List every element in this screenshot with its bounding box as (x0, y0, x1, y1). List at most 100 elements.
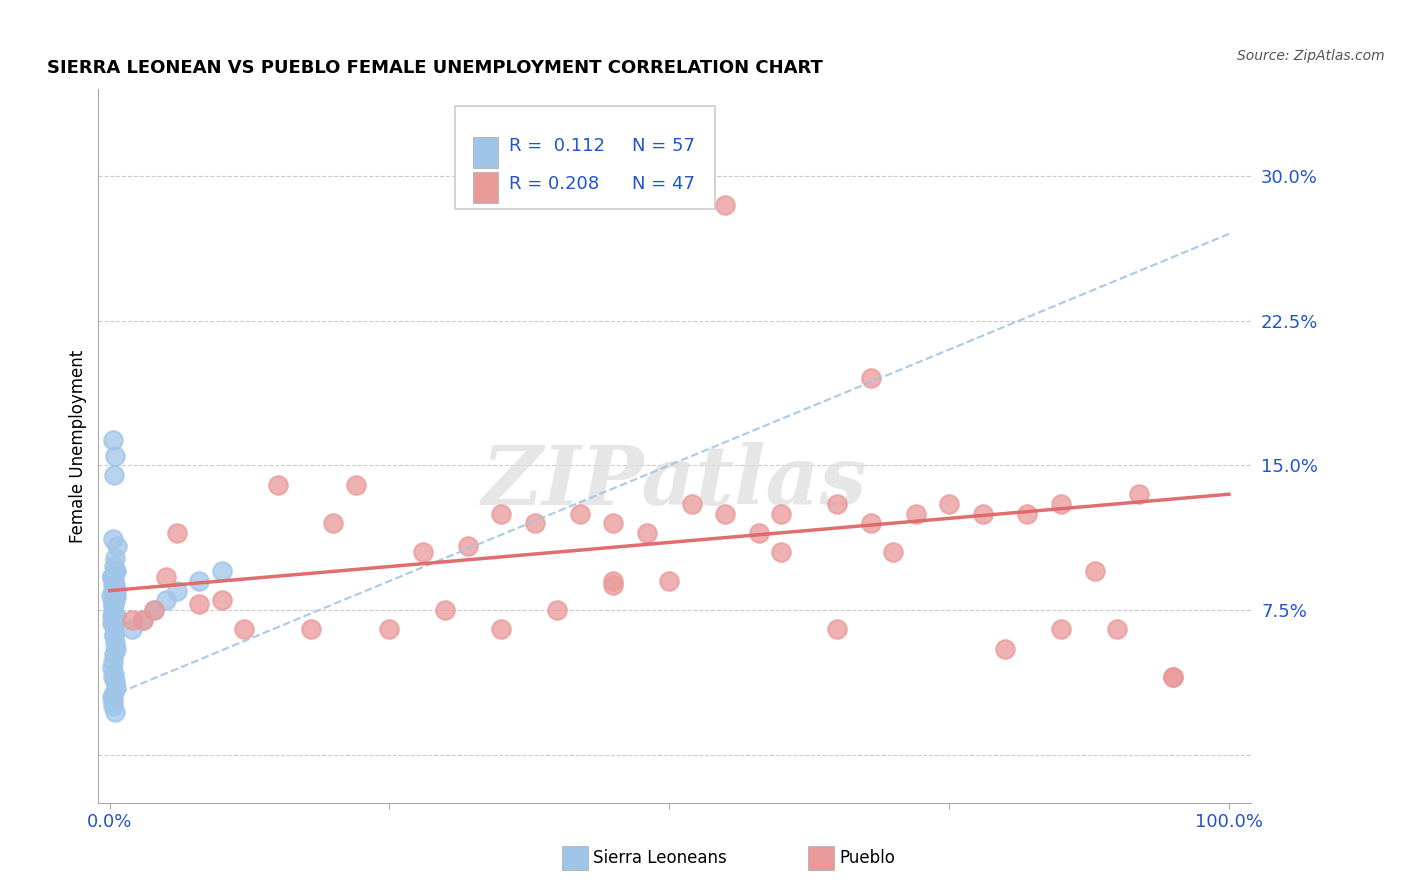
Point (101, 570, 124, 584)
Point (770, 545, 793, 559)
Point (491, 507, 513, 521)
Point (658, 574, 681, 588)
Point (103, 590, 125, 604)
Point (105, 641, 128, 656)
Point (859, 516, 882, 530)
Point (103, 628, 125, 642)
Point (103, 628, 125, 642)
Point (681, 497, 703, 511)
Point (714, 198, 737, 212)
Point (121, 622, 143, 636)
Point (1017, 507, 1039, 521)
Point (859, 371, 882, 385)
Point (101, 578, 124, 592)
Point (105, 608, 128, 623)
Point (523, 516, 546, 530)
Point (100, 590, 122, 604)
Point (101, 583, 124, 598)
Point (101, 693, 124, 707)
Point (101, 699, 124, 714)
Text: Sierra Leoneans: Sierra Leoneans (593, 848, 727, 867)
Point (104, 550, 127, 565)
Point (636, 525, 658, 540)
Point (882, 545, 904, 559)
Point (105, 583, 128, 598)
Point (101, 603, 124, 617)
Text: R =  0.112: R = 0.112 (509, 137, 606, 155)
Point (602, 516, 624, 530)
Point (104, 636, 127, 650)
Point (904, 507, 927, 521)
Point (103, 597, 125, 611)
Point (568, 507, 591, 521)
Text: ZIPatlas: ZIPatlas (482, 442, 868, 522)
Point (101, 616, 124, 631)
Point (104, 674, 127, 689)
Point (602, 578, 624, 592)
Point (378, 622, 401, 636)
Point (1105, 622, 1128, 636)
Point (101, 570, 124, 584)
Point (972, 507, 994, 521)
Point (121, 613, 143, 627)
Text: SIERRA LEONEAN VS PUEBLO FEMALE UNEMPLOYMENT CORRELATION CHART: SIERRA LEONEAN VS PUEBLO FEMALE UNEMPLOY… (46, 59, 823, 77)
Point (101, 608, 124, 623)
Point (714, 507, 737, 521)
Point (104, 593, 127, 607)
Point (104, 583, 127, 598)
Point (103, 574, 125, 588)
Point (104, 705, 127, 719)
Text: Pueblo: Pueblo (839, 848, 896, 867)
Text: N = 47: N = 47 (631, 175, 695, 193)
Point (457, 539, 479, 553)
Point (103, 648, 125, 662)
Point (101, 570, 124, 584)
Point (188, 597, 211, 611)
Point (101, 661, 124, 675)
Point (101, 434, 124, 448)
Point (770, 507, 793, 521)
Point (107, 539, 129, 553)
Point (434, 603, 457, 617)
Point (1084, 565, 1107, 579)
Point (101, 597, 124, 611)
Point (103, 616, 125, 631)
Point (825, 622, 848, 636)
Point (825, 497, 848, 511)
Point (266, 477, 288, 491)
Point (103, 686, 125, 700)
Point (143, 603, 166, 617)
Point (166, 525, 188, 540)
Point (211, 593, 233, 607)
Point (143, 603, 166, 617)
Point (103, 558, 125, 573)
Point (188, 574, 211, 588)
Point (101, 670, 124, 684)
Point (104, 565, 127, 579)
Point (105, 590, 128, 604)
Point (232, 622, 254, 636)
Point (155, 570, 177, 584)
Point (211, 565, 233, 579)
Point (1050, 622, 1073, 636)
Point (104, 578, 127, 592)
Point (1128, 487, 1150, 501)
Point (132, 613, 155, 627)
Point (1161, 670, 1184, 684)
Point (299, 622, 322, 636)
Point (602, 574, 624, 588)
Point (994, 641, 1017, 656)
Point (101, 608, 124, 623)
Point (104, 449, 127, 463)
Point (101, 616, 124, 631)
Text: N = 57: N = 57 (631, 137, 695, 155)
Point (103, 467, 125, 482)
Y-axis label: Female Unemployment: Female Unemployment (69, 350, 87, 542)
Point (938, 497, 960, 511)
Point (491, 622, 513, 636)
Point (412, 545, 434, 559)
Point (103, 578, 125, 592)
Point (103, 666, 125, 681)
Point (546, 603, 568, 617)
Point (105, 565, 128, 579)
